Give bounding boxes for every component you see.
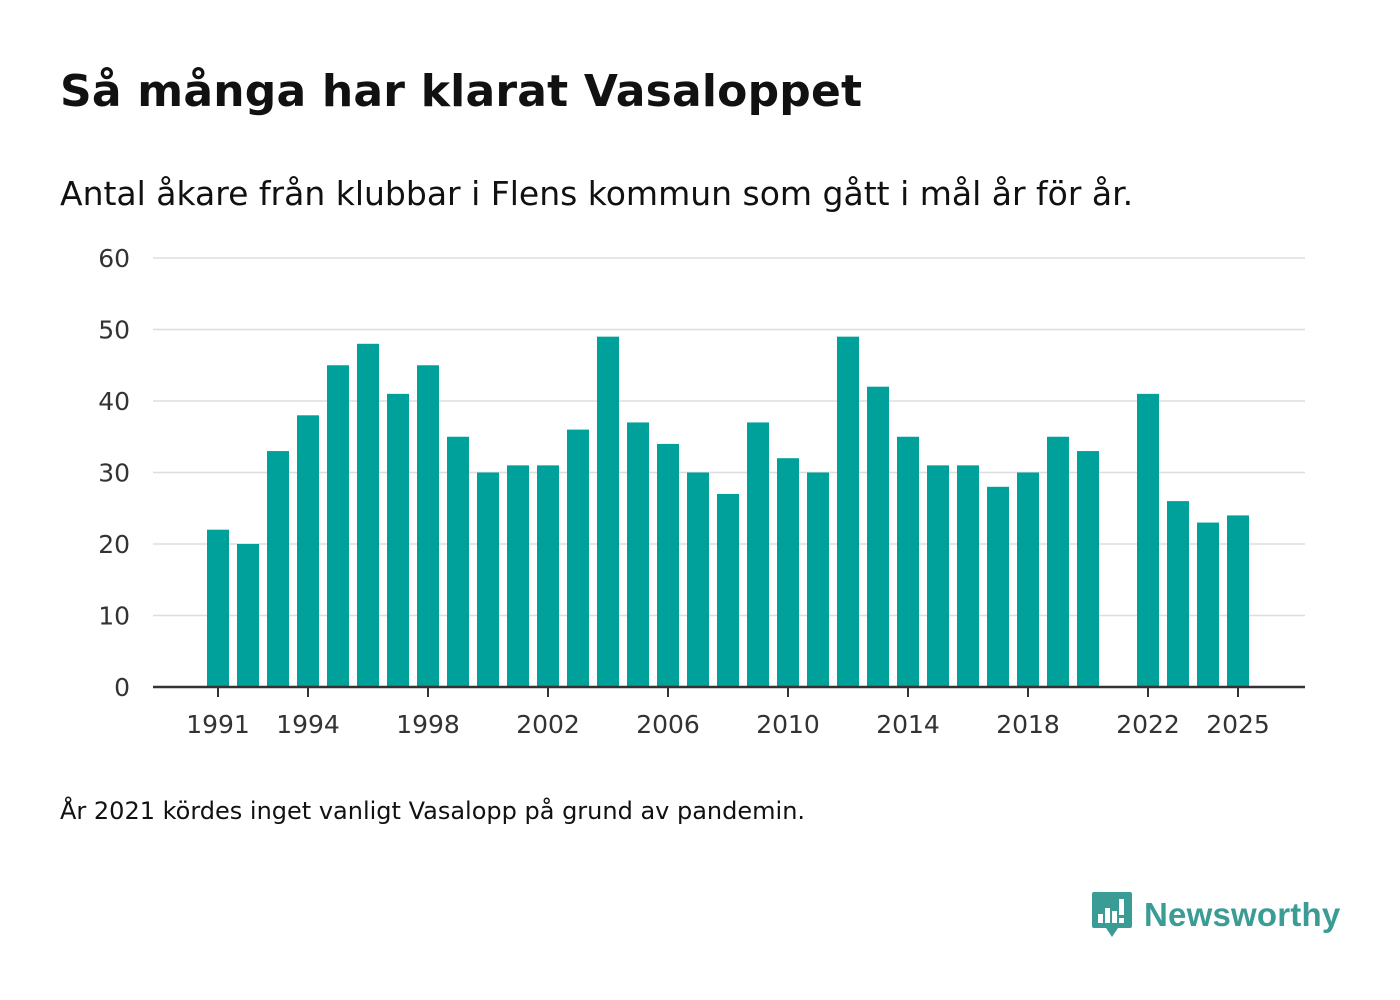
bar-2022[interactable] [1137, 393, 1159, 687]
bar-2004[interactable] [597, 336, 619, 687]
bar-1994[interactable] [297, 415, 319, 687]
bar-2002[interactable] [537, 465, 559, 687]
bar-2011[interactable] [807, 472, 829, 688]
y-tick-label: 0 [114, 673, 130, 702]
x-tick-label: 2022 [1116, 710, 1180, 739]
bar-2015[interactable] [927, 465, 949, 687]
brand-name: Newsworthy [1144, 896, 1341, 933]
bar-1995[interactable] [327, 365, 349, 687]
bar-2017[interactable] [987, 486, 1009, 687]
bar-2018[interactable] [1017, 472, 1039, 688]
y-tick-label: 60 [98, 244, 130, 273]
axes [153, 685, 1305, 697]
bar-2009[interactable] [747, 422, 769, 687]
brand-logo[interactable]: Newsworthy [1090, 890, 1340, 940]
bars [207, 336, 1249, 688]
bar-2008[interactable] [717, 493, 739, 687]
bar-1999[interactable] [447, 436, 469, 687]
x-tick-labels: 1991 1994 1998 2002 2006 2010 2014 2018 2022 2025 [186, 710, 1270, 739]
bar-2003[interactable] [567, 429, 589, 687]
bar-2020[interactable] [1077, 451, 1099, 687]
bar-2012[interactable] [837, 336, 859, 687]
bar-2007[interactable] [687, 472, 709, 688]
bar-2001[interactable] [507, 465, 529, 687]
bar-1993[interactable] [267, 451, 289, 687]
bar-1997[interactable] [387, 393, 409, 687]
x-tick-label: 2014 [876, 710, 940, 739]
bar-2019[interactable] [1047, 436, 1069, 687]
bar-1992[interactable] [237, 544, 259, 687]
x-tick-label: 2025 [1206, 710, 1270, 739]
bar-2005[interactable] [627, 422, 649, 687]
y-tick-labels: 0 10 20 30 40 50 60 [98, 244, 130, 702]
bar-chart: 0 10 20 30 40 50 60 1991 1994 1998 2002 2006 2010 20… [98, 244, 1305, 739]
y-tick-label: 10 [98, 602, 130, 631]
x-tick-label: 2010 [756, 710, 820, 739]
x-tick-label: 2002 [516, 710, 580, 739]
x-tick-label: 2018 [996, 710, 1060, 739]
bar-1998[interactable] [417, 365, 439, 687]
x-tick-label: 2006 [636, 710, 700, 739]
bar-2013[interactable] [867, 386, 889, 687]
y-tick-label: 30 [98, 459, 130, 488]
bar-2025[interactable] [1227, 515, 1249, 687]
newsworthy-logo-icon [1092, 892, 1132, 937]
x-tick-label: 1991 [186, 710, 250, 739]
chart-title: Så många har klarat Vasaloppet [60, 66, 863, 117]
x-tick-label: 1994 [276, 710, 340, 739]
footnote: År 2021 kördes inget vanligt Vasalopp på… [60, 797, 806, 825]
bar-2000[interactable] [477, 472, 499, 688]
y-tick-label: 50 [98, 316, 130, 345]
chart-subtitle: Antal åkare från klubbar i Flens kommun … [60, 174, 1134, 213]
y-tick-label: 40 [98, 387, 130, 416]
bar-2014[interactable] [897, 436, 919, 687]
x-tick-label: 1998 [396, 710, 460, 739]
bar-2016[interactable] [957, 465, 979, 687]
bar-1991[interactable] [207, 529, 229, 687]
bar-1996[interactable] [357, 343, 379, 687]
y-tick-label: 20 [98, 530, 130, 559]
bar-2006[interactable] [657, 443, 679, 687]
bar-2023[interactable] [1167, 501, 1189, 687]
bar-2024[interactable] [1197, 522, 1219, 687]
bar-2010[interactable] [777, 458, 799, 687]
